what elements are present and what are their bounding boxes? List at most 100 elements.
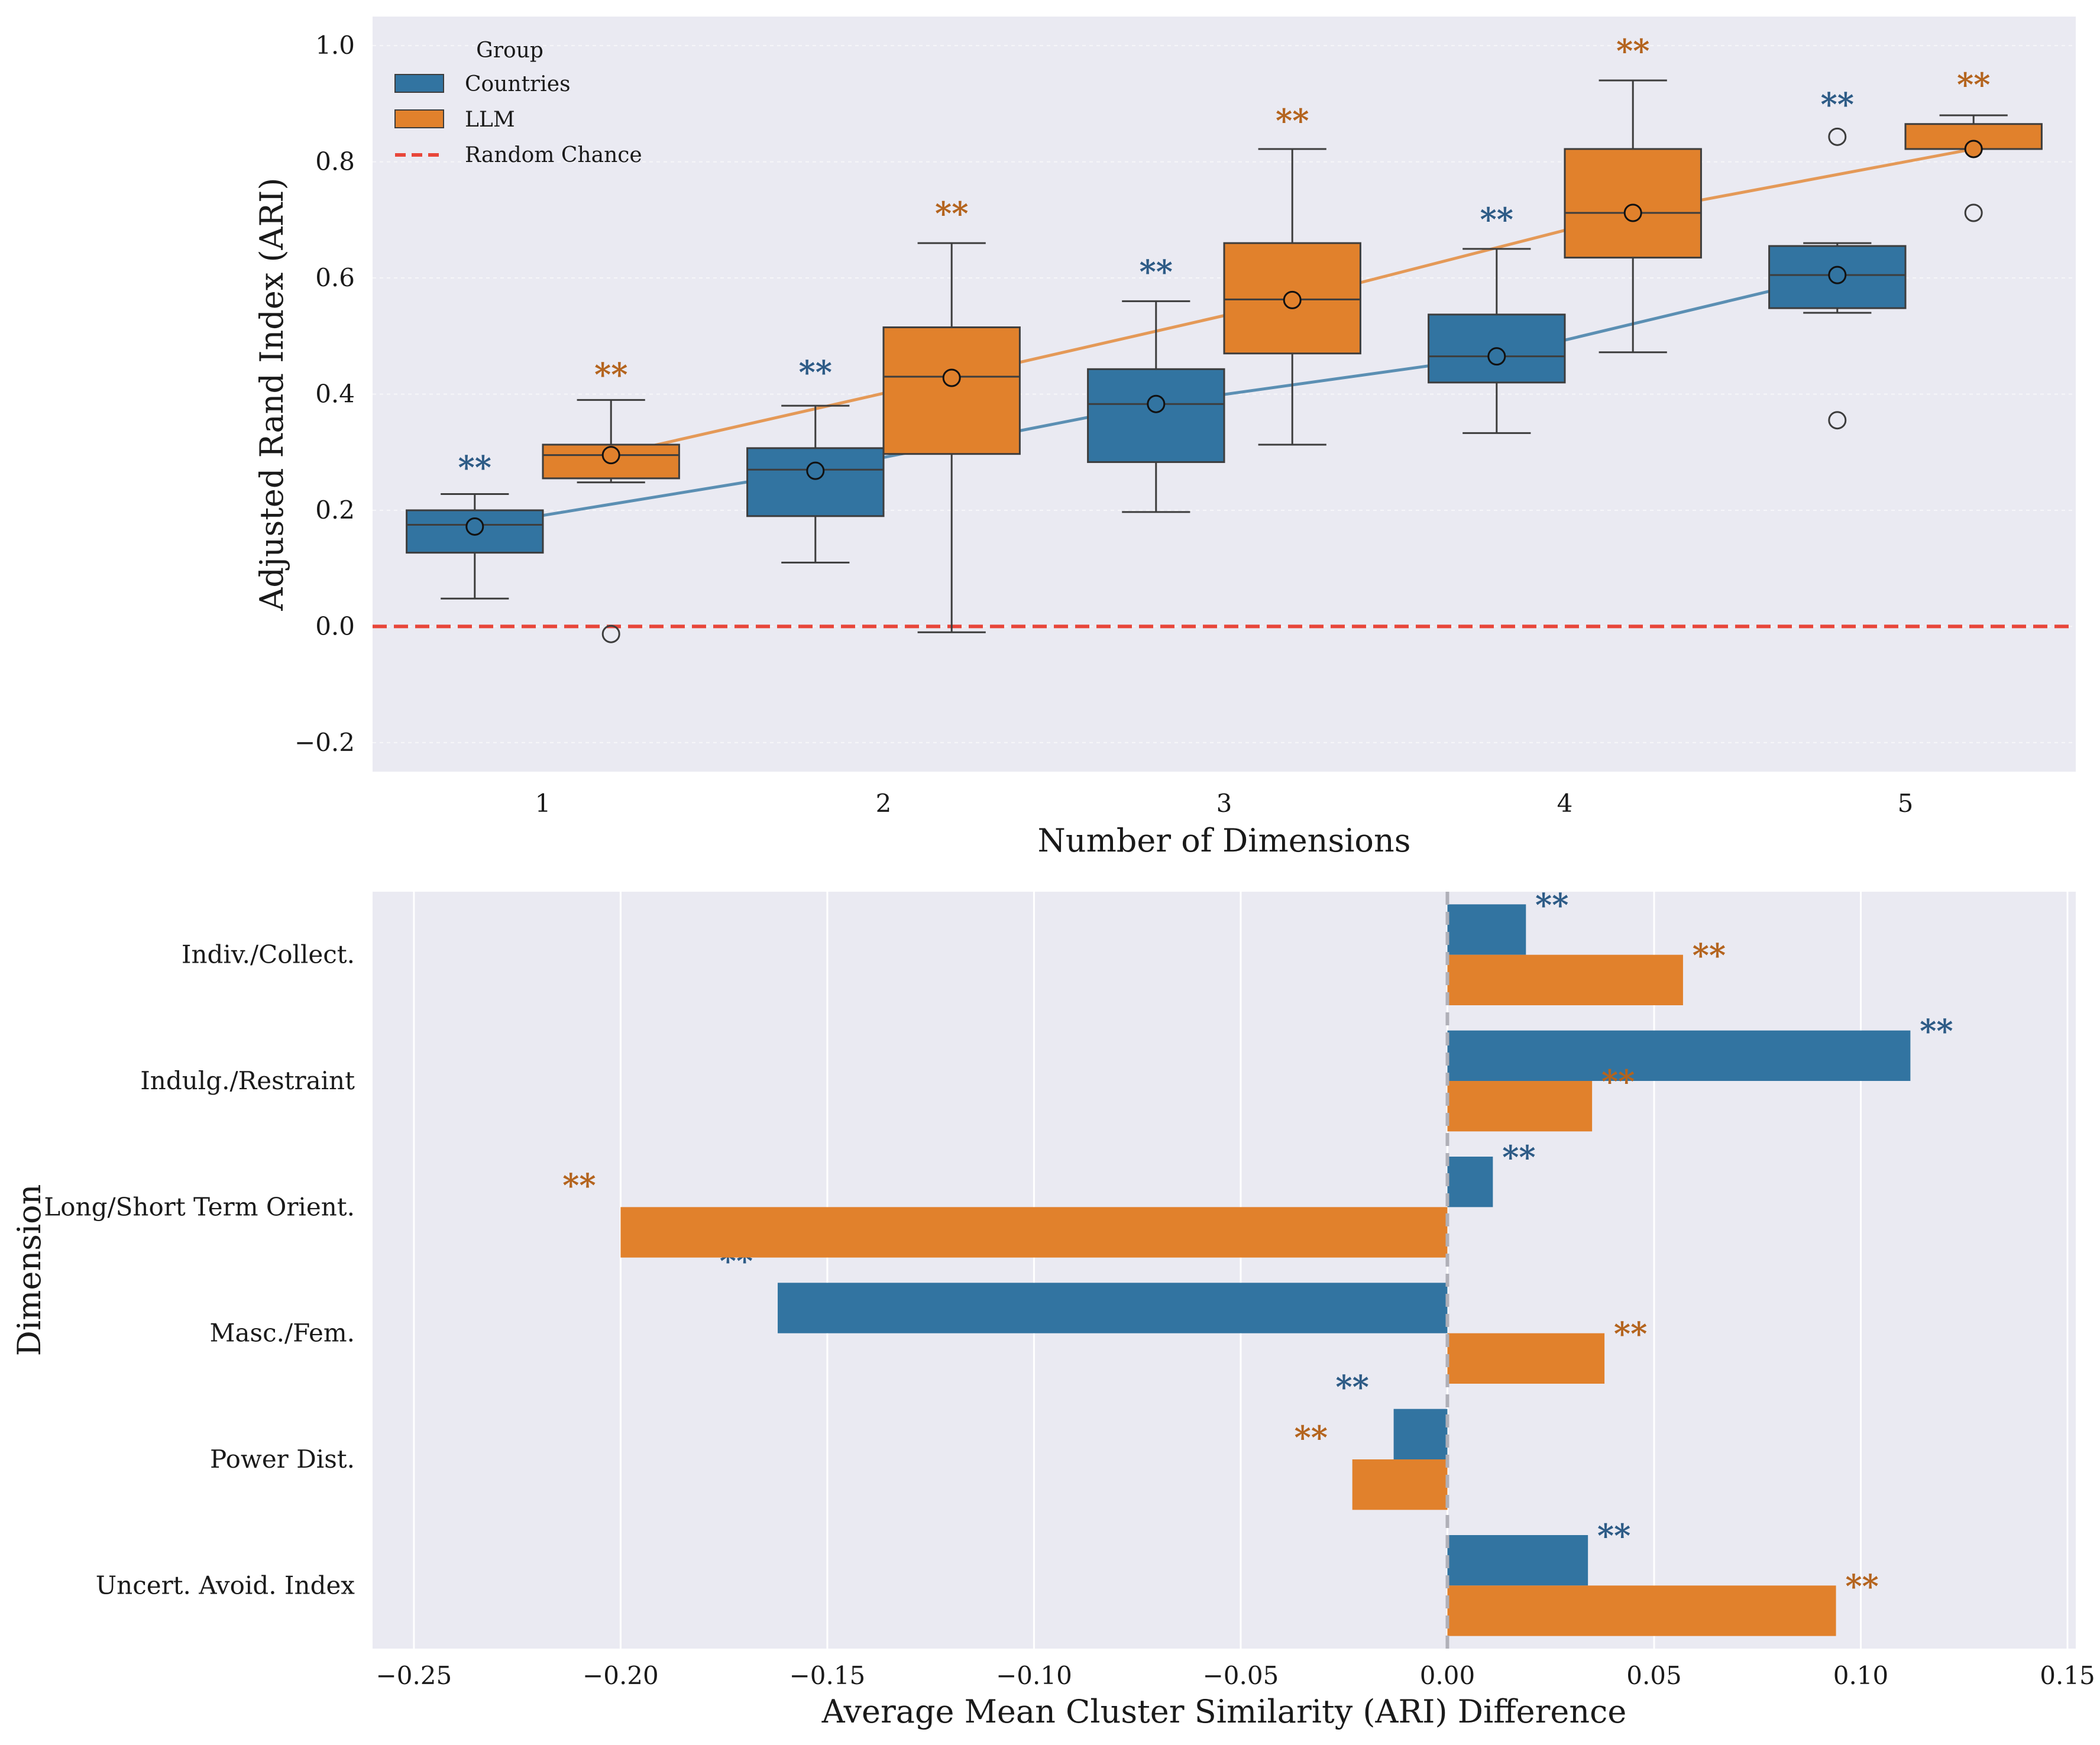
x-tick-label: 0.15	[2040, 1661, 2095, 1690]
mean-point	[1828, 266, 1847, 284]
plot-area	[373, 892, 2076, 1649]
mean-point	[1623, 203, 1642, 222]
x-tick-label: 4	[1557, 789, 1573, 818]
box-group: **	[1564, 32, 1702, 354]
significance-stars: **	[1140, 252, 1173, 290]
bottom-bar-chart: −0.25 −0.20 −0.15 −0.10 −0.05 0.00 0.05 0.10 0.1…	[11, 886, 2095, 1730]
mean-point	[1147, 394, 1166, 413]
outlier-point	[1828, 411, 1847, 430]
box-group: **	[746, 353, 885, 564]
significance-stars: **	[1821, 85, 1854, 123]
significance-stars: **	[799, 353, 832, 391]
x-tick-label: 0.00	[1420, 1661, 1475, 1690]
significance-stars: **	[1616, 32, 1649, 70]
significance-stars: **	[1535, 886, 1568, 924]
outlier-point	[1828, 127, 1847, 146]
mean-point	[1487, 347, 1506, 366]
box	[1564, 148, 1702, 259]
box-group: **	[1223, 102, 1361, 446]
y-tick-label: 0.6	[315, 263, 355, 292]
significance-stars: **	[562, 1166, 596, 1204]
x-tick-label: −0.25	[376, 1661, 452, 1690]
box-group: **	[1087, 252, 1225, 513]
x-tick-label: −0.20	[583, 1661, 659, 1690]
significance-stars: **	[1614, 1315, 1647, 1353]
bar	[1447, 1081, 1593, 1132]
x-tick-label: 0.05	[1626, 1661, 1682, 1690]
x-tick-label: −0.05	[1203, 1661, 1279, 1690]
legend-label: Random Chance	[465, 143, 642, 167]
significance-stars: **	[1957, 66, 1990, 103]
y-tick-label: 0.8	[315, 147, 355, 176]
bar	[1447, 1535, 1588, 1586]
x-tick-label: 0.10	[1833, 1661, 1889, 1690]
significance-stars: **	[1276, 102, 1309, 140]
y-tick-label: Masc./Fem.	[210, 1319, 355, 1348]
y-tick-label: Indiv./Collect.	[182, 940, 355, 969]
y-tick-label: 0.2	[315, 496, 355, 525]
bar	[1447, 1030, 1911, 1081]
x-axis-label: Average Mean Cluster Similarity (ARI) Di…	[821, 1693, 1627, 1730]
y-tick-label: 0.4	[315, 380, 355, 409]
bar	[1393, 1409, 1448, 1459]
y-axis-label: Adjusted Rand Index (ARI)	[253, 177, 290, 611]
x-axis-label: Number of Dimensions	[1038, 822, 1411, 859]
bar	[1447, 1585, 1836, 1636]
outlier-point	[601, 624, 620, 643]
significance-stars: **	[1502, 1138, 1535, 1176]
box-group: **	[882, 195, 1021, 633]
significance-stars: **	[458, 448, 491, 486]
legend-label: Countries	[465, 72, 571, 96]
mean-point	[601, 446, 620, 465]
significance-stars: **	[1597, 1517, 1630, 1555]
y-tick-label: Uncert. Avoid. Index	[96, 1571, 355, 1600]
box-group: **	[542, 355, 680, 643]
box-group: **	[1768, 85, 1907, 430]
y-tick-label: 0.0	[315, 611, 355, 640]
legend-swatch	[394, 74, 444, 93]
significance-stars: **	[1920, 1012, 1953, 1050]
box-group: **	[1428, 200, 1566, 434]
mean-point	[942, 368, 961, 387]
x-tick-label: −0.15	[789, 1661, 866, 1690]
bar	[778, 1283, 1448, 1333]
box-group: **	[406, 448, 544, 600]
bar	[1447, 1333, 1605, 1384]
mean-point	[1283, 290, 1302, 309]
legend-swatch	[394, 109, 444, 128]
y-tick-label: 1.0	[315, 31, 355, 60]
x-tick-label: −0.10	[996, 1661, 1072, 1690]
bar	[1352, 1459, 1448, 1510]
significance-stars: **	[1693, 937, 1726, 975]
legend-title: Group	[476, 38, 543, 63]
y-tick-label: Indulg./Restraint	[140, 1066, 355, 1095]
bar	[620, 1207, 1448, 1258]
bar	[1447, 904, 1526, 955]
box-group: **	[1904, 66, 2043, 222]
box	[882, 326, 1021, 455]
outlier-point	[1964, 203, 1983, 222]
box	[1087, 368, 1225, 463]
legend: Group Countries LLM Random Chance	[394, 38, 642, 167]
significance-stars: **	[935, 195, 968, 232]
mean-point	[806, 461, 825, 480]
significance-stars: **	[1335, 1368, 1368, 1406]
top-boxplot-chart: −0.2 0.0 0.2 0.4 0.6 0.8 1.0 1 2 3 4 5 Number of Dim…	[253, 17, 2076, 859]
y-tick-label: −0.2	[295, 728, 355, 757]
box	[746, 447, 885, 517]
significance-stars: **	[1845, 1567, 1878, 1605]
y-tick-label: Long/Short Term Orient.	[44, 1192, 355, 1221]
legend-label: LLM	[465, 108, 515, 132]
y-axis-label: Dimension	[11, 1184, 48, 1356]
x-tick-label: 2	[876, 789, 892, 818]
x-tick-label: 1	[535, 789, 551, 818]
y-tick-label: Power Dist.	[210, 1445, 355, 1474]
bar	[1447, 954, 1683, 1005]
mean-point	[465, 517, 484, 536]
significance-stars: **	[1294, 1419, 1327, 1456]
significance-stars: **	[1601, 1063, 1635, 1100]
x-tick-label: 3	[1216, 789, 1232, 818]
significance-stars: **	[1480, 200, 1513, 238]
mean-point	[1964, 140, 1983, 158]
